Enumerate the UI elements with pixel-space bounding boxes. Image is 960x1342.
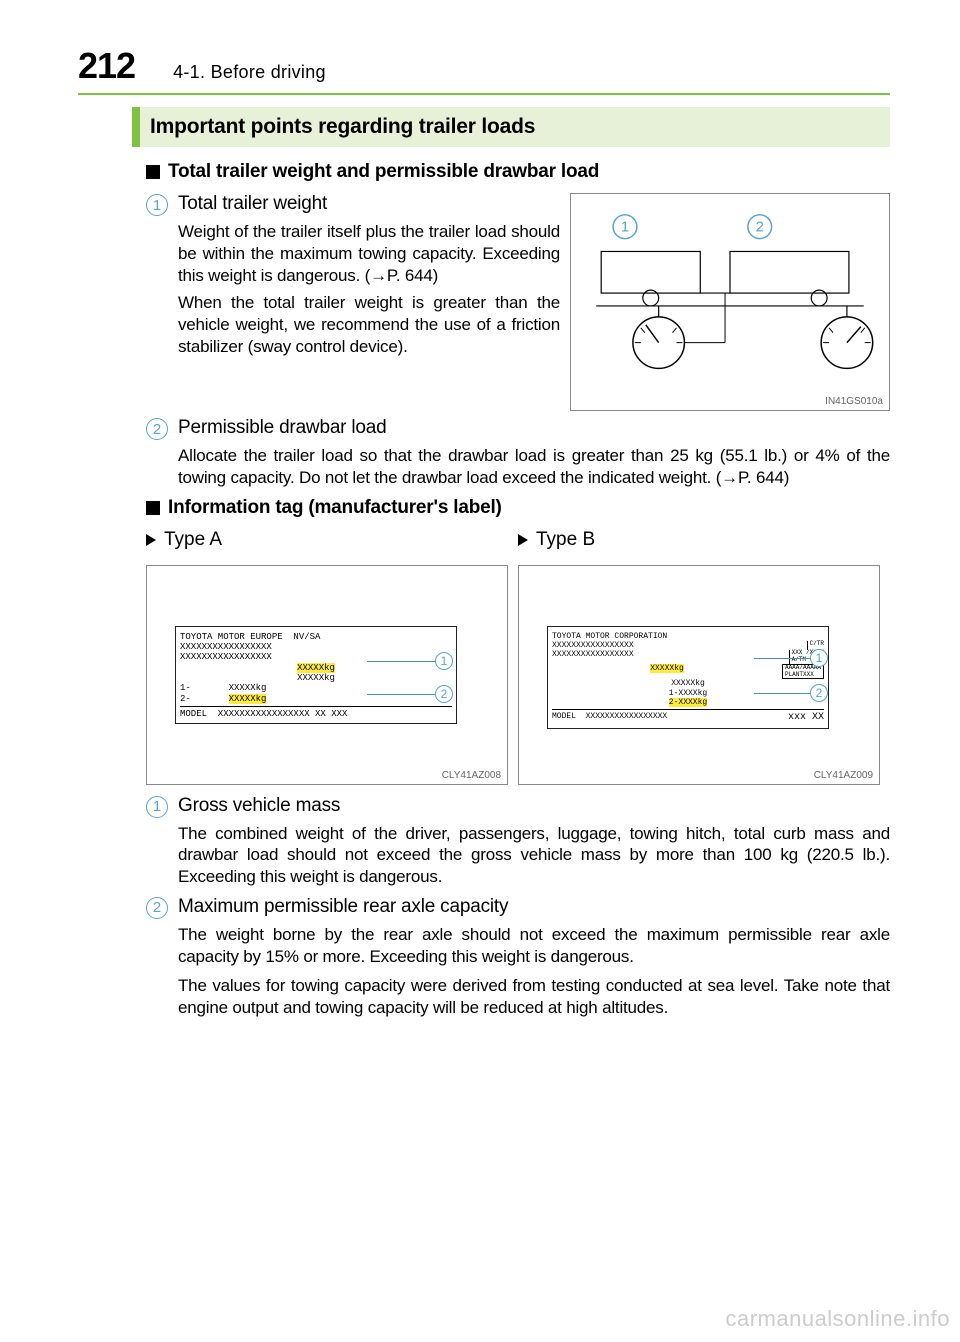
numbered-item-gvm: 1 Gross vehicle mass <box>146 795 890 817</box>
watermark: carmanualsonline.info <box>725 1306 950 1332</box>
pointer-line-1b <box>754 658 812 659</box>
bullet-square-icon <box>146 165 160 179</box>
section-heading-box: Important points regarding trailer loads <box>132 107 890 147</box>
type-a-text: Type A <box>164 529 222 551</box>
item2-para: Allocate the trailer load so that the dr… <box>178 445 890 489</box>
bullet-square-icon <box>146 501 160 515</box>
pointer-line-2 <box>367 694 437 695</box>
type-a-col: Type A <box>146 529 518 559</box>
axle-para1: The weight borne by the rear axle should… <box>178 924 890 968</box>
axle-para2: The values for towing capacity were deri… <box>178 975 890 1019</box>
la-l5: 1- XXXXXkg <box>180 683 452 693</box>
pointer-circle-1-icon: 1 <box>435 652 453 670</box>
svg-text:1: 1 <box>621 220 629 236</box>
label-diagrams-row: TOYOTA MOTOR EUROPE NV/SA XXXXXXXXXXXXXX… <box>146 565 890 785</box>
circle-number-2-icon: 2 <box>146 418 168 440</box>
diagram-b-id: CLY41AZ009 <box>814 770 873 781</box>
subheading-trailer-weight: Total trailer weight and permissible dra… <box>146 161 890 183</box>
pointer-circle-1b-icon: 1 <box>810 649 828 667</box>
la-hl2: XXXXXkg <box>229 694 267 704</box>
page-container: 212 4-1. Before driving Important points… <box>0 0 960 1072</box>
la-hl1: XXXXXkg <box>297 663 335 673</box>
section-name: 4-1. Before driving <box>173 62 326 83</box>
type-labels-row: Type A Type B <box>146 529 890 559</box>
pointer-circle-2-icon: 2 <box>435 685 453 703</box>
type-b-text: Type B <box>536 529 595 551</box>
two-column-layout: 1 Total trailer weight Weight of the tra… <box>146 193 890 411</box>
gvm-para: The combined weight of the driver, passe… <box>178 823 890 888</box>
circle-number-1-icon: 1 <box>146 796 168 818</box>
type-a-label: Type A <box>146 529 518 551</box>
lb-hl2: 2-XXXXkg <box>669 698 707 707</box>
pointer-line-2b <box>754 693 812 694</box>
type-b-label: Type B <box>518 529 890 551</box>
type-b-diagram-col: TOYOTA MOTOR CORPORATION XXXXXXXXXXXXXXX… <box>518 565 890 785</box>
item2-title: Permissible drawbar load <box>178 417 387 439</box>
lb-l4r2: PLANTXXX <box>785 671 814 678</box>
numbered-item-axle: 2 Maximum permissible rear axle capacity <box>146 896 890 918</box>
label-diagram-a: TOYOTA MOTOR EUROPE NV/SA XXXXXXXXXXXXXX… <box>146 565 508 785</box>
page-number: 212 <box>78 45 135 87</box>
gvm-title: Gross vehicle mass <box>178 795 340 817</box>
lb-l1: TOYOTA MOTOR CORPORATION <box>552 632 824 641</box>
la-l6a: 2- <box>180 694 229 704</box>
section-heading: Important points regarding trailer loads <box>150 115 535 138</box>
la-l1: TOYOTA MOTOR EUROPE NV/SA <box>180 632 452 642</box>
page-header: 212 4-1. Before driving <box>78 45 890 95</box>
item1-title: Total trailer weight <box>178 193 327 215</box>
triangle-right-icon <box>146 534 156 546</box>
la-l7: MODEL XXXXXXXXXXXXXXXXX XX XXX <box>180 706 452 719</box>
diagram-a-id: CLY41AZ008 <box>442 770 501 781</box>
lb-l4: XXXXXkg <box>552 679 824 688</box>
lb-l2: XXXXXXXXXXXXXXXXX <box>552 641 807 650</box>
diagram-id-label: IN41GS010a <box>825 396 883 407</box>
subheading-info-tag: Information tag (manufacturer's label) <box>146 497 890 519</box>
la-l2: XXXXXXXXXXXXXXXXX <box>180 642 452 652</box>
la-l4: XXXXXkg <box>180 673 452 683</box>
item1-para2: When the total trailer weight is greater… <box>178 292 560 357</box>
lb-l7r: xxx XX <box>788 712 824 724</box>
numbered-item-1: 1 Total trailer weight <box>146 193 560 215</box>
type-b-col: Type B <box>518 529 890 559</box>
subheading-text: Information tag (manufacturer's label) <box>168 497 502 519</box>
lb-hl1: XXXXXkg <box>650 664 684 673</box>
pointer-circle-2b-icon: 2 <box>810 684 828 702</box>
subheading-text: Total trailer weight and permissible dra… <box>168 161 599 183</box>
content-area: Important points regarding trailer loads… <box>78 107 890 1019</box>
circle-number-2-icon: 2 <box>146 897 168 919</box>
item1-para1: Weight of the trailer itself plus the tr… <box>178 221 560 286</box>
type-a-diagram-col: TOYOTA MOTOR EUROPE NV/SA XXXXXXXXXXXXXX… <box>146 565 518 785</box>
circle-number-1-icon: 1 <box>146 194 168 216</box>
numbered-item-2: 2 Permissible drawbar load <box>146 417 890 439</box>
lb-l7: MODEL XXXXXXXXXXXXXXXXX <box>552 712 788 724</box>
label-diagram-b: TOYOTA MOTOR CORPORATION XXXXXXXXXXXXXXX… <box>518 565 880 785</box>
pointer-line-1 <box>367 661 437 662</box>
axle-title: Maximum permissible rear axle capacity <box>178 896 508 918</box>
right-diagram-column: 1 2 <box>570 193 890 411</box>
triangle-right-icon <box>518 534 528 546</box>
svg-text:2: 2 <box>756 220 764 236</box>
trailer-diagram: 1 2 <box>570 193 890 411</box>
left-text-column: 1 Total trailer weight Weight of the tra… <box>146 193 560 411</box>
